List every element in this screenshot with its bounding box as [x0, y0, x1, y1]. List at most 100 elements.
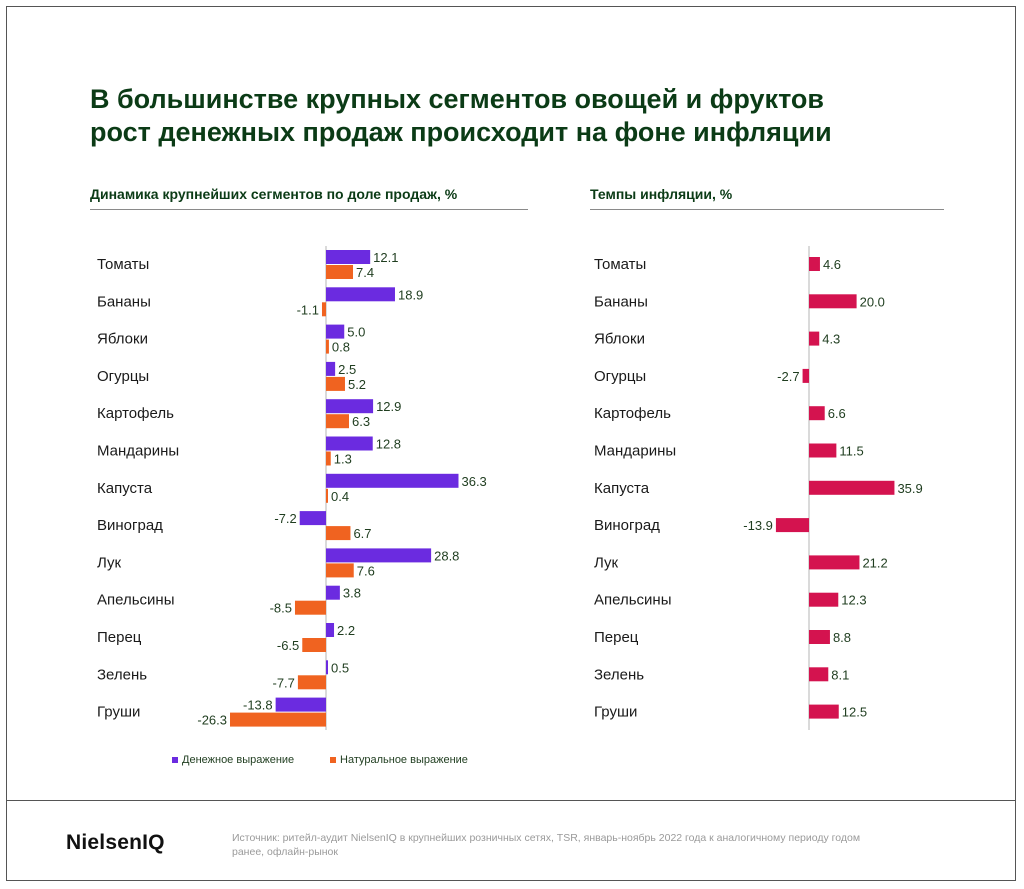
- left-bar-natural-row-1: [326, 265, 354, 279]
- left-value-label-natural-row-1: 7.4: [356, 265, 374, 280]
- left-value-label-money-row-5: 12.9: [376, 399, 401, 414]
- right-category-label-row-1: Томаты: [594, 256, 646, 273]
- left-bar-money-row-8: [299, 511, 326, 526]
- left-bar-money-row-6: [326, 436, 373, 451]
- left-bar-money-row-2: [326, 287, 395, 302]
- left-value-label-money-row-1: 12.1: [373, 250, 398, 265]
- left-value-label-money-row-12: 0.5: [331, 660, 349, 675]
- left-category-label-row-8: Виноград: [97, 517, 163, 534]
- left-bar-money-row-10: [326, 585, 340, 600]
- left-bar-natural-row-3: [326, 339, 329, 354]
- right-category-label-row-7: Капуста: [594, 480, 650, 497]
- left-value-label-money-row-9: 28.8: [434, 548, 459, 563]
- right-value-label-row-5: 6.6: [828, 406, 846, 421]
- right-category-label-row-3: Яблоки: [594, 331, 645, 348]
- left-value-label-natural-row-12: -7.7: [272, 675, 294, 690]
- left-category-label-row-13: Груши: [97, 704, 140, 721]
- right-bar-inflation-row-5: [809, 406, 825, 421]
- right-value-label-row-6: 11.5: [839, 444, 863, 459]
- left-bar-money-row-7: [326, 473, 459, 488]
- right-value-label-row-11: 8.8: [833, 630, 851, 645]
- left-category-label-row-1: Томаты: [97, 256, 149, 273]
- left-value-label-natural-row-7: 0.4: [331, 489, 349, 504]
- right-category-label-row-4: Огурцы: [594, 368, 646, 385]
- left-value-label-natural-row-9: 7.6: [357, 563, 375, 578]
- left-value-label-money-row-7: 36.3: [461, 474, 486, 489]
- right-bar-inflation-row-10: [809, 592, 839, 607]
- left-bar-natural-row-8: [326, 526, 351, 541]
- right-bar-inflation-row-13: [809, 704, 839, 719]
- left-category-label-row-4: Огурцы: [97, 368, 149, 385]
- left-bar-money-row-3: [326, 324, 345, 339]
- left-category-label-row-12: Зелень: [97, 666, 147, 683]
- footer-divider: [6, 800, 1016, 801]
- right-category-label-row-10: Апельсины: [594, 592, 671, 609]
- left-bar-money-row-4: [326, 361, 336, 376]
- left-value-label-natural-row-2: -1.1: [297, 302, 319, 317]
- right-value-label-row-2: 20.0: [860, 294, 885, 309]
- right-bar-inflation-row-7: [809, 480, 895, 495]
- right-category-label-row-11: Перец: [594, 629, 639, 646]
- source-note: Источник: ритейл-аудит NielsenIQ в крупн…: [232, 832, 861, 858]
- left-category-label-row-9: Лук: [97, 554, 122, 571]
- right-bar-inflation-row-9: [809, 555, 860, 570]
- left-category-label-row-5: Картофель: [97, 405, 174, 422]
- left-category-label-row-10: Апельсины: [97, 592, 174, 609]
- right-category-label-row-8: Виноград: [594, 517, 660, 534]
- left-bar-natural-row-9: [326, 563, 354, 578]
- left-value-label-money-row-6: 12.8: [376, 437, 401, 452]
- nielseniq-logo: NielsenIQ: [66, 831, 165, 854]
- right-value-label-row-9: 21.2: [862, 555, 887, 570]
- frame-border: [6, 6, 1016, 881]
- right-category-label-row-2: Бананы: [594, 293, 648, 310]
- left-value-label-money-row-8: -7.2: [274, 511, 296, 526]
- legend-item-natural: Натуральное выражение: [330, 754, 468, 766]
- right-category-label-row-5: Картофель: [594, 405, 671, 422]
- left-bar-natural-row-6: [326, 451, 331, 466]
- left-value-label-money-row-2: 18.9: [398, 287, 423, 302]
- left-category-label-row-6: Мандарины: [97, 443, 179, 460]
- left-value-label-natural-row-3: 0.8: [332, 340, 350, 355]
- right-category-label-row-13: Груши: [594, 704, 637, 721]
- left-value-label-natural-row-13: -26.3: [197, 713, 227, 728]
- left-bar-natural-row-5: [326, 414, 349, 429]
- left-value-label-money-row-10: 3.8: [343, 586, 361, 601]
- right-category-label-row-9: Лук: [594, 554, 619, 571]
- left-value-label-money-row-3: 5.0: [347, 325, 365, 340]
- left-bar-natural-row-11: [302, 638, 326, 652]
- left-bar-money-row-5: [326, 399, 374, 414]
- left-value-label-money-row-13: -13.8: [243, 698, 273, 713]
- left-category-label-row-7: Капуста: [97, 480, 153, 497]
- left-bar-natural-row-12: [297, 675, 326, 690]
- left-chart-title: Динамика крупнейших сегментов по доле пр…: [90, 186, 528, 210]
- right-value-label-row-8: -13.9: [743, 518, 773, 533]
- right-value-label-row-13: 12.5: [842, 705, 867, 720]
- title-line-1: В большинстве крупных сегментов овощей и…: [90, 84, 825, 114]
- legend-item-money: Денежное выражение: [172, 754, 294, 766]
- right-value-label-row-1: 4.6: [823, 257, 841, 272]
- right-chart-title: Темпы инфляции, %: [590, 186, 944, 210]
- right-bar-inflation-row-4: [802, 368, 809, 383]
- left-bar-natural-row-2: [321, 302, 326, 317]
- left-bar-money-row-1: [326, 250, 371, 264]
- left-value-label-natural-row-6: 1.3: [334, 452, 352, 467]
- right-bar-inflation-row-3: [809, 331, 820, 346]
- left-bar-natural-row-7: [326, 488, 328, 503]
- right-bar-inflation-row-2: [809, 294, 857, 309]
- left-value-label-natural-row-5: 6.3: [352, 414, 370, 429]
- right-value-label-row-3: 4.3: [822, 332, 840, 347]
- left-value-label-natural-row-11: -6.5: [277, 638, 299, 653]
- right-bar-inflation-row-11: [809, 630, 830, 644]
- left-bar-money-row-13: [275, 697, 326, 712]
- left-value-label-natural-row-8: 6.7: [353, 526, 371, 541]
- right-value-label-row-10: 12.3: [841, 593, 866, 608]
- right-bar-inflation-row-12: [809, 667, 829, 682]
- right-value-label-row-12: 8.1: [831, 667, 849, 682]
- right-value-label-row-4: -2.7: [777, 369, 799, 384]
- right-category-label-row-6: Мандарины: [594, 443, 676, 460]
- right-bar-inflation-row-8: [775, 518, 809, 533]
- left-value-label-natural-row-4: 5.2: [348, 377, 366, 392]
- left-bar-money-row-12: [326, 660, 328, 675]
- right-bar-inflation-row-1: [809, 257, 820, 271]
